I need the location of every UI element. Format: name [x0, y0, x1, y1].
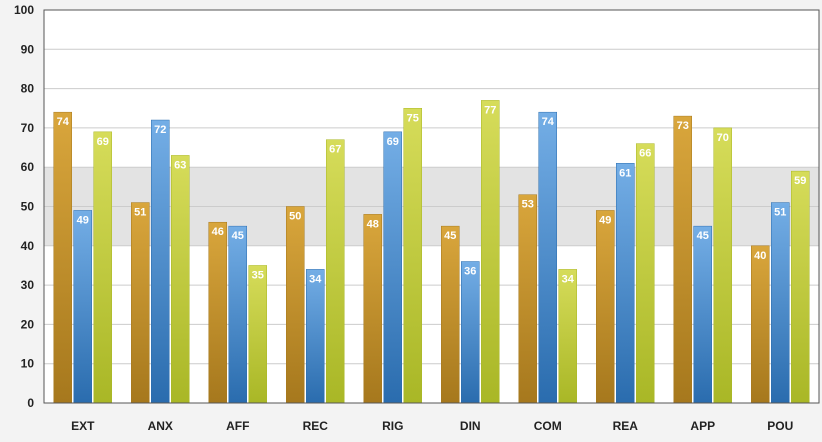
bar-value-label: 34 — [309, 273, 322, 285]
bar — [53, 111, 72, 404]
bar — [286, 206, 305, 404]
bar-value-label: 69 — [97, 136, 109, 148]
bar-value-label: 35 — [252, 269, 264, 281]
bar-value-label: 73 — [677, 120, 689, 132]
y-tick-label: 20 — [21, 317, 35, 331]
bar-value-label: 74 — [542, 116, 555, 128]
y-axis-ticks: 0 10 20 30 40 50 60 70 80 90 100 — [14, 3, 34, 410]
bar-value-label: 45 — [444, 230, 456, 242]
bar — [73, 210, 92, 404]
bar-value-label: 36 — [464, 266, 476, 278]
bar — [306, 269, 325, 404]
x-tick-label: POU — [767, 419, 793, 433]
y-tick-label: 80 — [21, 82, 35, 96]
bar — [636, 143, 655, 404]
x-tick-label: COM — [534, 419, 562, 433]
y-tick-label: 50 — [21, 200, 35, 214]
bar — [403, 108, 422, 404]
x-tick-label: AFF — [226, 419, 249, 433]
bars: 74 49 69 51 72 63 46 45 35 50 34 67 48 69 75 45 36 77 53 74… — [53, 100, 810, 404]
x-tick-label: RIG — [382, 419, 403, 433]
bar — [228, 225, 247, 404]
bar — [93, 131, 112, 404]
plot-border — [43, 9, 820, 404]
bar — [558, 269, 577, 404]
bar — [171, 155, 190, 404]
bar — [441, 225, 460, 404]
bar-value-label: 77 — [484, 104, 496, 116]
bar-value-label: 70 — [717, 132, 729, 144]
bar-value-label: 45 — [232, 230, 244, 242]
bar-value-label: 61 — [619, 167, 631, 179]
bar — [596, 210, 615, 404]
bar — [538, 111, 557, 404]
bar — [751, 245, 770, 404]
y-tick-label: 40 — [21, 239, 35, 253]
bar — [363, 214, 382, 404]
x-tick-label: EXT — [71, 419, 95, 433]
bar — [461, 261, 480, 404]
x-tick-label: REA — [613, 419, 639, 433]
y-tick-label: 30 — [21, 278, 35, 292]
bar-value-label: 45 — [697, 230, 709, 242]
y-tick-label: 10 — [21, 357, 35, 371]
y-tick-label: 100 — [14, 3, 34, 17]
bar — [673, 115, 692, 404]
bar-value-label: 72 — [154, 124, 166, 136]
bar-value-label: 51 — [774, 207, 786, 219]
y-tick-label: 90 — [21, 42, 35, 56]
bar — [248, 265, 267, 404]
bar — [208, 221, 227, 404]
bar-value-label: 63 — [174, 159, 186, 171]
bar — [151, 119, 170, 404]
y-tick-label: 0 — [27, 396, 34, 410]
bar — [713, 127, 732, 404]
bar — [481, 100, 500, 404]
bar — [383, 131, 402, 404]
bar-value-label: 59 — [794, 175, 806, 187]
bar-value-label: 34 — [562, 273, 575, 285]
bar-value-label: 49 — [77, 214, 89, 226]
y-tick-label: 70 — [21, 121, 35, 135]
x-tick-label: REC — [303, 419, 329, 433]
bar-value-label: 51 — [134, 207, 146, 219]
bar — [131, 202, 150, 404]
bar-value-label: 67 — [329, 144, 341, 156]
bar — [693, 225, 712, 404]
y-tick-label: 60 — [21, 160, 35, 174]
bar — [518, 194, 537, 404]
bar-value-label: 48 — [367, 218, 379, 230]
x-tick-label: ANX — [148, 419, 173, 433]
bar-value-label: 66 — [639, 148, 651, 160]
bar — [791, 170, 810, 404]
bar-value-label: 49 — [599, 214, 611, 226]
x-tick-label: DIN — [460, 419, 481, 433]
bar-value-label: 69 — [387, 136, 399, 148]
bar-value-label: 46 — [212, 226, 224, 238]
bar — [616, 163, 635, 404]
bar-value-label: 53 — [522, 199, 534, 211]
x-axis-labels: EXT ANX AFF REC RIG DIN COM REA APP POU — [71, 419, 793, 433]
bar-value-label: 50 — [289, 211, 301, 223]
x-tick-label: APP — [690, 419, 715, 433]
bar-value-label: 75 — [407, 112, 419, 124]
bar-value-label: 74 — [57, 116, 70, 128]
bar-value-label: 40 — [754, 250, 766, 262]
bar — [771, 202, 790, 404]
bar — [326, 139, 345, 404]
